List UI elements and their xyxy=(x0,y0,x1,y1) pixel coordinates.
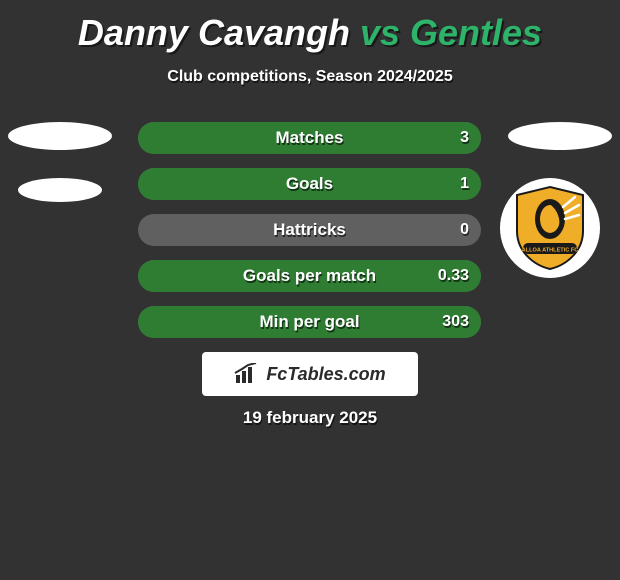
stat-row: Min per goal303 xyxy=(138,306,481,338)
stat-value-right: 0.33 xyxy=(438,267,469,285)
avatar-placeholder-oval xyxy=(8,122,112,150)
badge-label: ALLOA ATHLETIC FC xyxy=(522,248,579,254)
club-placeholder-oval xyxy=(18,178,102,202)
player-left-placeholder xyxy=(8,122,112,202)
stat-value-right: 3 xyxy=(460,129,469,147)
stats-table: Matches3Goals1Hattricks0Goals per match0… xyxy=(138,122,481,352)
stat-row: Goals per match0.33 xyxy=(138,260,481,292)
player-right-placeholder xyxy=(508,122,612,150)
page-title: Danny Cavangh vs Gentles xyxy=(0,0,620,54)
brand-text: FcTables.com xyxy=(266,364,385,385)
bar-chart-icon xyxy=(234,363,260,385)
stat-label: Min per goal xyxy=(138,312,481,332)
subtitle: Club competitions, Season 2024/2025 xyxy=(0,68,620,86)
date-label: 19 february 2025 xyxy=(0,408,620,428)
title-right: Gentles xyxy=(410,12,542,53)
stat-value-right: 303 xyxy=(442,313,469,331)
stat-label: Goals per match xyxy=(138,266,481,286)
stat-row: Matches3 xyxy=(138,122,481,154)
stat-value-right: 1 xyxy=(460,175,469,193)
stat-label: Matches xyxy=(138,128,481,148)
stat-label: Hattricks xyxy=(138,220,481,240)
stat-row: Hattricks0 xyxy=(138,214,481,246)
title-left: Danny Cavangh xyxy=(78,12,350,53)
title-vs: vs xyxy=(350,12,410,53)
brand-badge: FcTables.com xyxy=(202,352,418,396)
stat-value-right: 0 xyxy=(460,221,469,239)
club-badge-right: ALLOA ATHLETIC FC xyxy=(500,178,600,278)
stat-label: Goals xyxy=(138,174,481,194)
stat-row: Goals1 xyxy=(138,168,481,200)
shield-icon: ALLOA ATHLETIC FC xyxy=(513,185,587,271)
